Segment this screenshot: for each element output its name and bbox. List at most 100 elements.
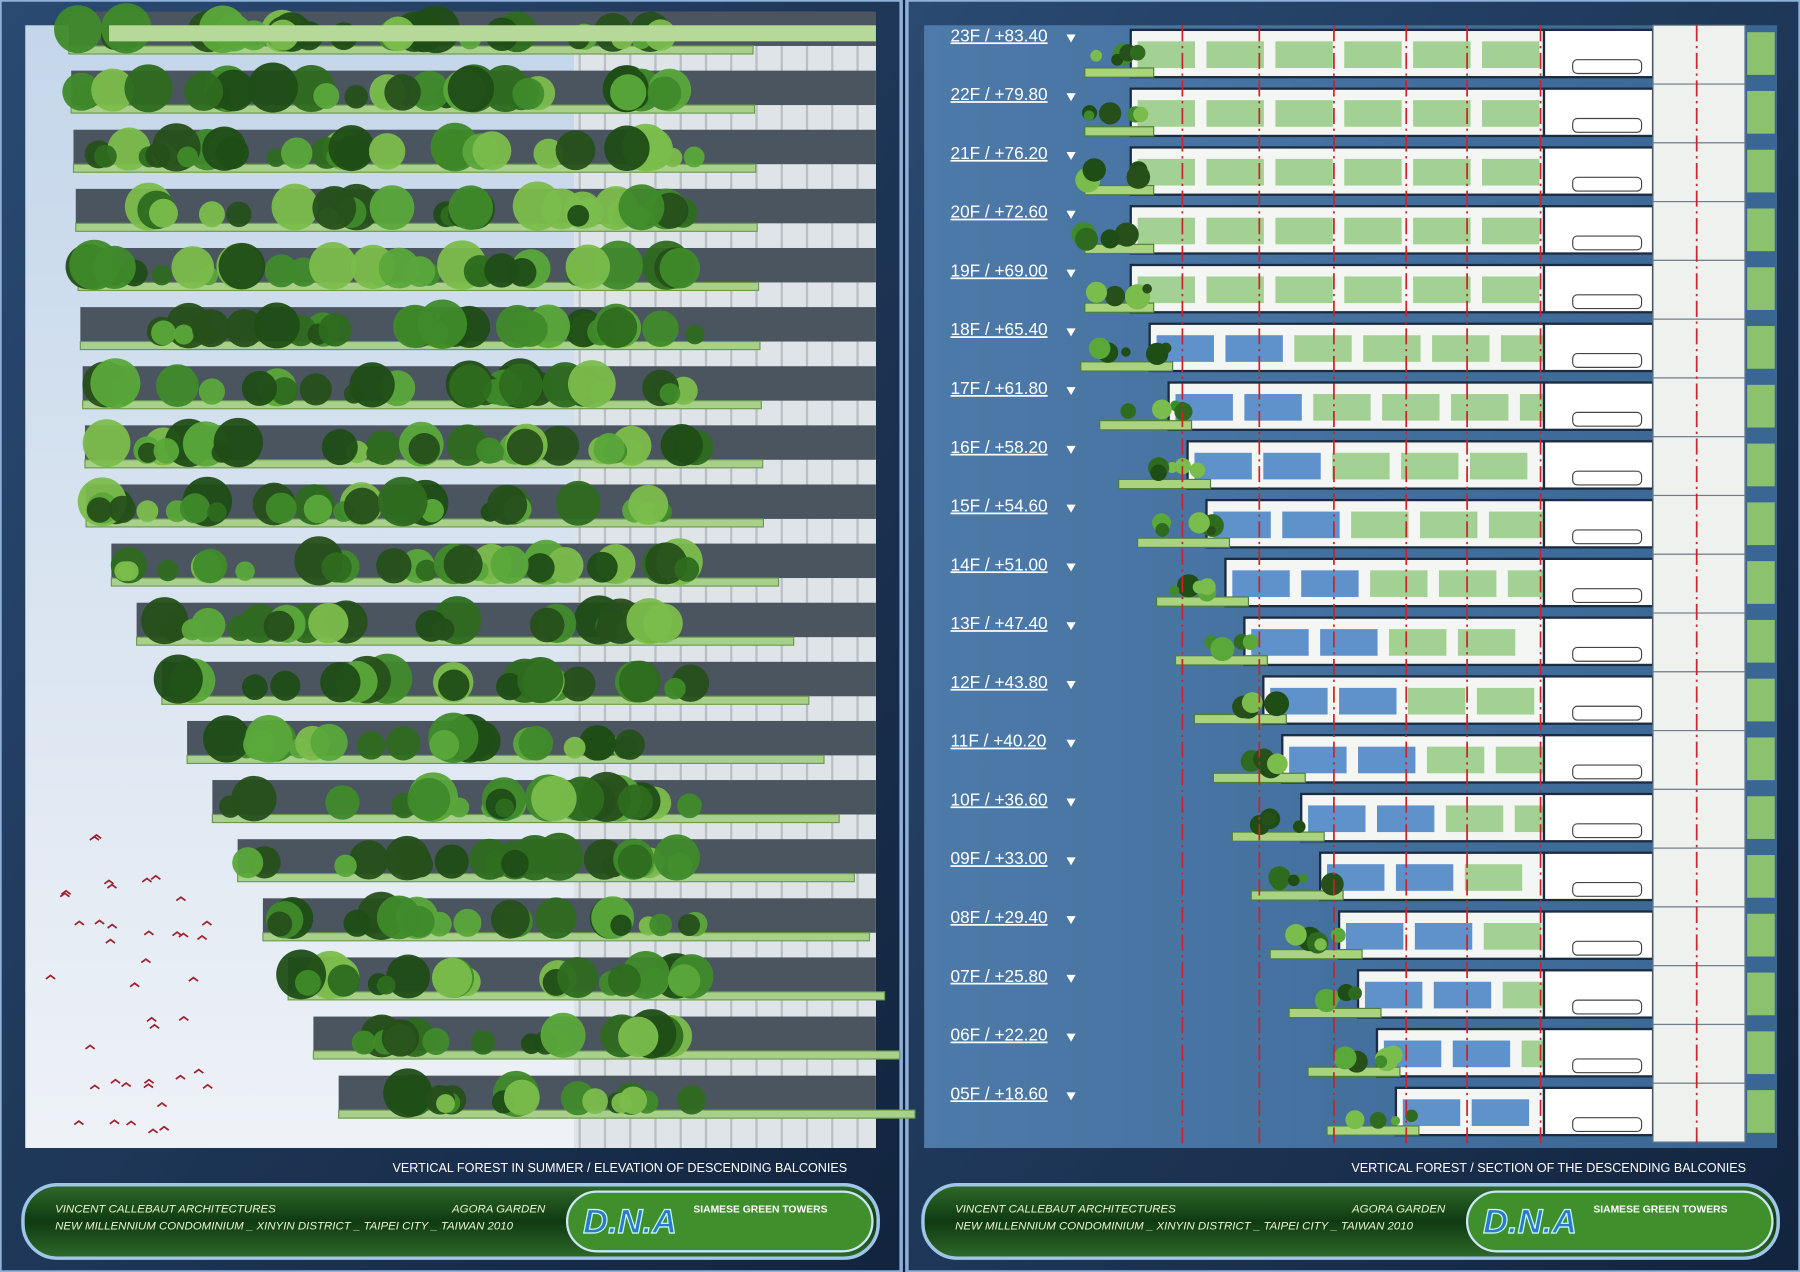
shaft xyxy=(1652,847,1746,908)
level-label: 12F / +43.80 xyxy=(951,672,1048,692)
tree xyxy=(356,731,386,760)
level-label: 20F / +72.60 xyxy=(951,202,1048,222)
bird xyxy=(175,896,187,902)
tree xyxy=(179,493,211,524)
level-label: 08F / +29.40 xyxy=(951,907,1048,927)
plant xyxy=(1111,53,1124,66)
bird xyxy=(125,1120,137,1126)
shaft xyxy=(1652,436,1746,497)
window xyxy=(1483,922,1542,950)
plant xyxy=(1188,512,1210,534)
balcony xyxy=(1084,67,1155,78)
tree xyxy=(153,438,180,464)
level-marker xyxy=(1066,622,1076,631)
balcony xyxy=(1250,890,1344,901)
tree xyxy=(469,838,511,880)
shaft xyxy=(1652,142,1746,203)
tree xyxy=(325,785,360,820)
tree xyxy=(506,428,544,466)
window xyxy=(1401,452,1459,480)
bird xyxy=(109,1119,120,1125)
window xyxy=(1275,217,1333,245)
tree xyxy=(151,264,172,286)
plant xyxy=(1098,102,1122,125)
car xyxy=(1572,1058,1643,1074)
plant xyxy=(1314,938,1327,951)
tree xyxy=(547,547,584,584)
bird xyxy=(202,1083,213,1089)
tree xyxy=(226,201,252,228)
tree xyxy=(264,254,298,288)
balcony xyxy=(1099,420,1193,431)
window xyxy=(1206,217,1264,245)
level-marker xyxy=(1066,1033,1076,1042)
bird xyxy=(106,883,118,889)
tree xyxy=(503,1079,540,1116)
tree xyxy=(557,956,599,999)
window xyxy=(1345,922,1404,950)
shaft xyxy=(1652,553,1746,614)
tree xyxy=(409,70,450,112)
parking xyxy=(1542,146,1655,196)
plant xyxy=(1264,691,1290,717)
strip xyxy=(1747,32,1775,75)
bird xyxy=(193,1068,204,1074)
window xyxy=(1344,276,1402,304)
tree xyxy=(90,358,141,409)
tree xyxy=(343,487,381,525)
plant xyxy=(1374,1055,1388,1068)
plant xyxy=(1298,873,1308,883)
window xyxy=(1451,394,1509,421)
tree xyxy=(327,964,360,997)
shaft xyxy=(1652,318,1746,379)
project: AGORA GARDEN xyxy=(451,1203,546,1215)
tree xyxy=(381,1019,420,1057)
car xyxy=(1572,940,1643,956)
tree xyxy=(82,419,131,468)
car xyxy=(1572,999,1643,1015)
tree xyxy=(219,795,242,818)
plant xyxy=(1169,585,1180,596)
window xyxy=(1464,864,1523,891)
level-marker xyxy=(1066,563,1076,572)
interior xyxy=(1129,205,1546,255)
window xyxy=(1445,805,1504,833)
tree xyxy=(498,363,543,408)
parking xyxy=(1542,969,1655,1019)
tree xyxy=(318,313,352,347)
tree xyxy=(153,654,203,704)
window xyxy=(1370,570,1428,597)
level-marker xyxy=(1066,916,1076,925)
bird xyxy=(178,1015,189,1022)
parking xyxy=(1542,1086,1655,1137)
window xyxy=(1432,335,1490,362)
window xyxy=(1289,746,1347,774)
strip xyxy=(1747,678,1775,722)
plant xyxy=(1320,872,1344,896)
tree xyxy=(495,798,515,818)
car xyxy=(1572,529,1643,545)
tree xyxy=(245,714,293,763)
bird xyxy=(59,892,70,898)
slab xyxy=(82,400,762,410)
tree xyxy=(586,551,618,583)
tree xyxy=(376,975,396,995)
tree xyxy=(447,65,495,113)
tree xyxy=(660,423,703,467)
level-marker xyxy=(1066,34,1076,43)
bird xyxy=(196,934,208,941)
tree xyxy=(145,142,171,168)
window xyxy=(1413,276,1471,304)
strip xyxy=(1747,561,1775,604)
level-marker xyxy=(1066,328,1076,337)
tree xyxy=(674,556,700,582)
tree xyxy=(213,417,263,468)
strip xyxy=(1747,1090,1775,1133)
tree xyxy=(610,914,632,936)
plant xyxy=(1241,692,1263,714)
bird xyxy=(140,958,152,964)
window xyxy=(1344,217,1402,245)
tree xyxy=(422,1027,450,1056)
car xyxy=(1572,764,1643,780)
level-labels: 23F / +83.40 22F / +79.80 21F / +76.20 20F … xyxy=(951,25,1076,1103)
